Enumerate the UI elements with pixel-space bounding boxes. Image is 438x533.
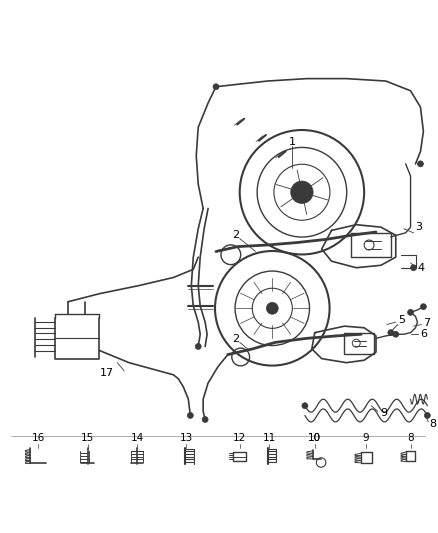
Circle shape xyxy=(410,265,417,271)
Text: 8: 8 xyxy=(407,433,414,443)
Text: 15: 15 xyxy=(81,433,94,443)
Circle shape xyxy=(302,403,308,409)
Circle shape xyxy=(393,332,399,337)
Circle shape xyxy=(417,161,424,167)
Text: 9: 9 xyxy=(380,408,387,418)
Circle shape xyxy=(266,302,278,314)
Text: 9: 9 xyxy=(363,433,369,443)
Text: 2: 2 xyxy=(232,334,239,344)
Text: 2: 2 xyxy=(232,230,239,240)
Text: 8: 8 xyxy=(429,418,436,429)
Circle shape xyxy=(291,181,313,204)
Text: 1: 1 xyxy=(289,137,296,147)
Text: 17: 17 xyxy=(100,368,114,378)
Text: 11: 11 xyxy=(263,433,276,443)
Text: 6: 6 xyxy=(420,329,427,340)
Circle shape xyxy=(202,416,208,423)
Circle shape xyxy=(424,413,430,418)
Text: 4: 4 xyxy=(417,263,424,273)
Circle shape xyxy=(420,304,426,310)
Circle shape xyxy=(195,343,201,350)
Text: 5: 5 xyxy=(398,316,405,326)
Circle shape xyxy=(408,309,413,316)
Circle shape xyxy=(388,330,394,336)
Circle shape xyxy=(187,413,193,418)
Text: 10: 10 xyxy=(308,433,321,443)
Text: 12: 12 xyxy=(233,433,246,443)
Text: 10: 10 xyxy=(308,433,321,443)
Circle shape xyxy=(213,84,219,90)
Text: 7: 7 xyxy=(424,318,431,328)
Text: 3: 3 xyxy=(416,222,423,232)
Text: 16: 16 xyxy=(32,433,45,443)
Text: 14: 14 xyxy=(131,433,144,443)
Text: 13: 13 xyxy=(180,433,193,443)
